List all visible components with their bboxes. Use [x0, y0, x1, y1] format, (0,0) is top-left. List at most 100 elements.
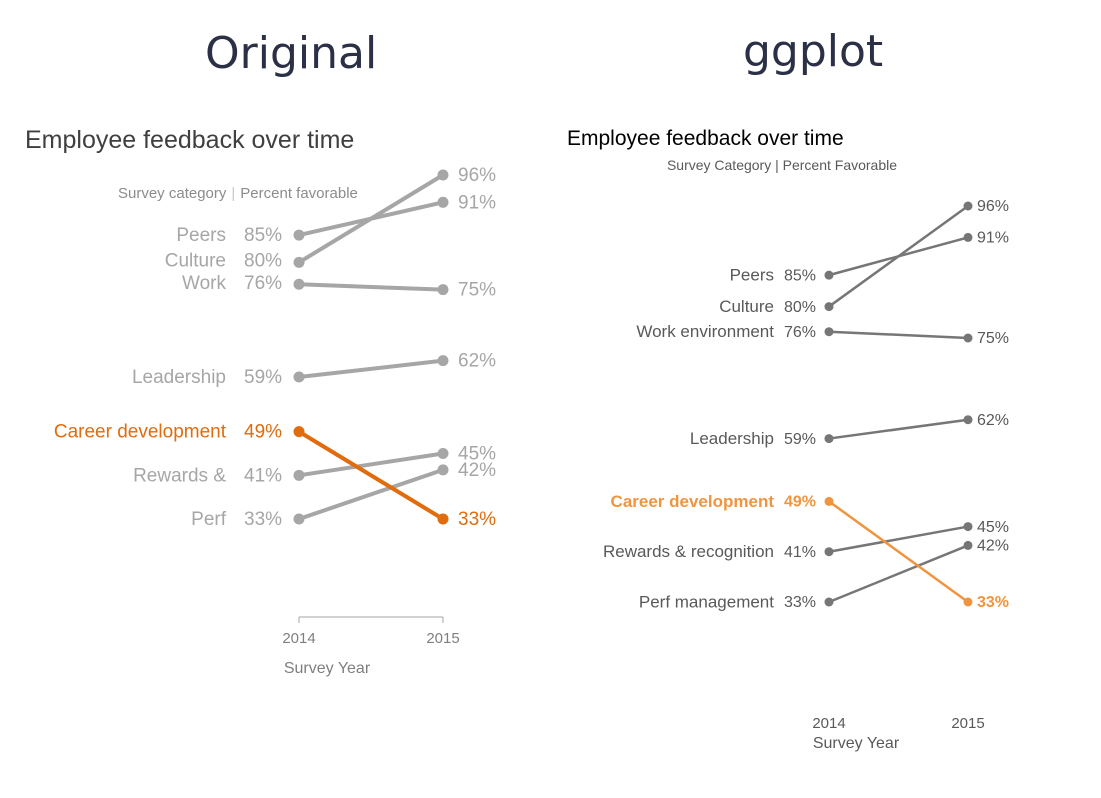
data-point: [824, 496, 834, 506]
series-work-environment: Work environment 76% 75%: [636, 322, 1009, 347]
x-axis-label: Survey Year: [813, 735, 900, 752]
data-point: [437, 355, 449, 367]
data-point: [437, 464, 449, 476]
category-label: Career development: [54, 422, 227, 443]
data-point: [293, 513, 305, 525]
chart-subtitle: Survey category | Percent favorable: [118, 185, 358, 202]
end-value-label: 96%: [977, 198, 1009, 215]
end-value-label: 33%: [458, 509, 496, 530]
x-axis: 2014 2015 Survey Year: [282, 616, 460, 677]
start-value-label: 41%: [244, 465, 282, 486]
start-value-label: 49%: [244, 422, 282, 443]
end-value-label: 91%: [458, 192, 496, 213]
start-value-label: 76%: [244, 273, 282, 294]
data-point: [824, 327, 834, 337]
end-value-label: 62%: [458, 351, 496, 372]
series-leadership: Leadership 59% 62%: [690, 412, 1009, 448]
series-perf: Perf 33% 42%: [191, 460, 496, 530]
data-point: [293, 469, 305, 481]
start-value-label: 85%: [244, 225, 282, 246]
end-value-label: 62%: [977, 412, 1009, 429]
series-line: [827, 330, 970, 340]
series-line: [827, 204, 970, 308]
start-value-label: 59%: [784, 431, 816, 448]
data-point: [824, 302, 834, 312]
series-culture: Culture 80% 96%: [165, 165, 496, 271]
data-point: [963, 415, 973, 425]
category-label: Peers: [730, 266, 774, 285]
ggplot-panel-heading: ggplot: [743, 26, 884, 77]
end-value-label: 45%: [977, 519, 1009, 536]
x-tick-label: 2015: [951, 715, 984, 732]
data-point: [437, 169, 449, 181]
end-value-label: 42%: [458, 460, 496, 481]
ggplot-chart: Employee feedback over time Survey Categ…: [567, 127, 1009, 752]
chart-subtitle: Survey Category | Percent Favorable: [667, 157, 897, 173]
series-marks: Peers 85% 91% Culture 80% 96% Work environment…: [603, 198, 1009, 611]
category-label: Perf: [191, 509, 227, 530]
series-line: [297, 173, 445, 265]
series-rewards: Rewards & 41% 45%: [133, 443, 496, 486]
series-line: [297, 467, 445, 521]
original-panel-heading: Original: [205, 28, 378, 79]
start-value-label: 59%: [244, 367, 282, 388]
data-point: [824, 270, 834, 280]
series-career-development: Career development 49% 33%: [54, 422, 496, 530]
data-point: [963, 333, 973, 343]
category-label: Rewards & recognition: [603, 542, 774, 561]
category-label: Leadership: [690, 429, 774, 448]
category-label: Culture: [719, 297, 774, 316]
series-line: [827, 544, 970, 604]
category-label: Career development: [611, 492, 775, 511]
end-value-label: 75%: [458, 280, 496, 301]
series-marks: Peers 85% 91% Culture 80% 96% Work 76% 75% Leader…: [54, 165, 496, 530]
data-point: [963, 232, 973, 242]
start-value-label: 49%: [784, 494, 816, 511]
data-point: [437, 513, 449, 525]
data-point: [293, 229, 305, 241]
series-line: [297, 282, 445, 292]
end-value-label: 45%: [458, 443, 496, 464]
data-point: [293, 278, 305, 290]
start-value-label: 80%: [784, 299, 816, 316]
end-value-label: 42%: [977, 538, 1009, 555]
start-value-label: 41%: [784, 544, 816, 561]
data-point: [293, 256, 305, 268]
data-point: [824, 547, 834, 557]
data-point: [963, 597, 973, 607]
series-line: [297, 451, 445, 478]
series-line: [827, 525, 970, 553]
data-point: [963, 540, 973, 550]
data-point: [437, 284, 449, 296]
data-point: [437, 447, 449, 459]
category-label: Culture: [165, 250, 226, 271]
data-point: [293, 426, 305, 438]
x-tick-label: 2014: [812, 715, 845, 732]
category-label: Perf management: [639, 592, 774, 611]
category-label: Work environment: [636, 322, 774, 341]
x-axis-label: Survey Year: [284, 660, 371, 677]
series-peers: Peers 85% 91%: [176, 192, 496, 246]
start-value-label: 80%: [244, 250, 282, 271]
end-value-label: 96%: [458, 165, 496, 186]
data-point: [963, 201, 973, 211]
data-point: [824, 434, 834, 444]
start-value-label: 85%: [784, 267, 816, 284]
x-axis: 2014 2015 Survey Year: [812, 715, 984, 752]
start-value-label: 33%: [244, 509, 282, 530]
series-line: [827, 500, 970, 604]
series-culture: Culture 80% 96%: [719, 198, 1009, 316]
category-label: Work: [182, 273, 226, 294]
chart-title: Employee feedback over time: [567, 127, 844, 150]
series-career-development: Career development 49% 33%: [611, 492, 1009, 611]
end-value-label: 75%: [977, 330, 1009, 347]
series-work: Work 76% 75%: [182, 273, 496, 300]
series-perf-management: Perf management 33% 42%: [639, 538, 1009, 612]
start-value-label: 33%: [784, 594, 816, 611]
data-point: [824, 597, 834, 607]
series-line: [297, 429, 445, 521]
data-point: [963, 522, 973, 532]
category-label: Rewards &: [133, 465, 226, 486]
x-tick-label: 2014: [282, 630, 315, 647]
